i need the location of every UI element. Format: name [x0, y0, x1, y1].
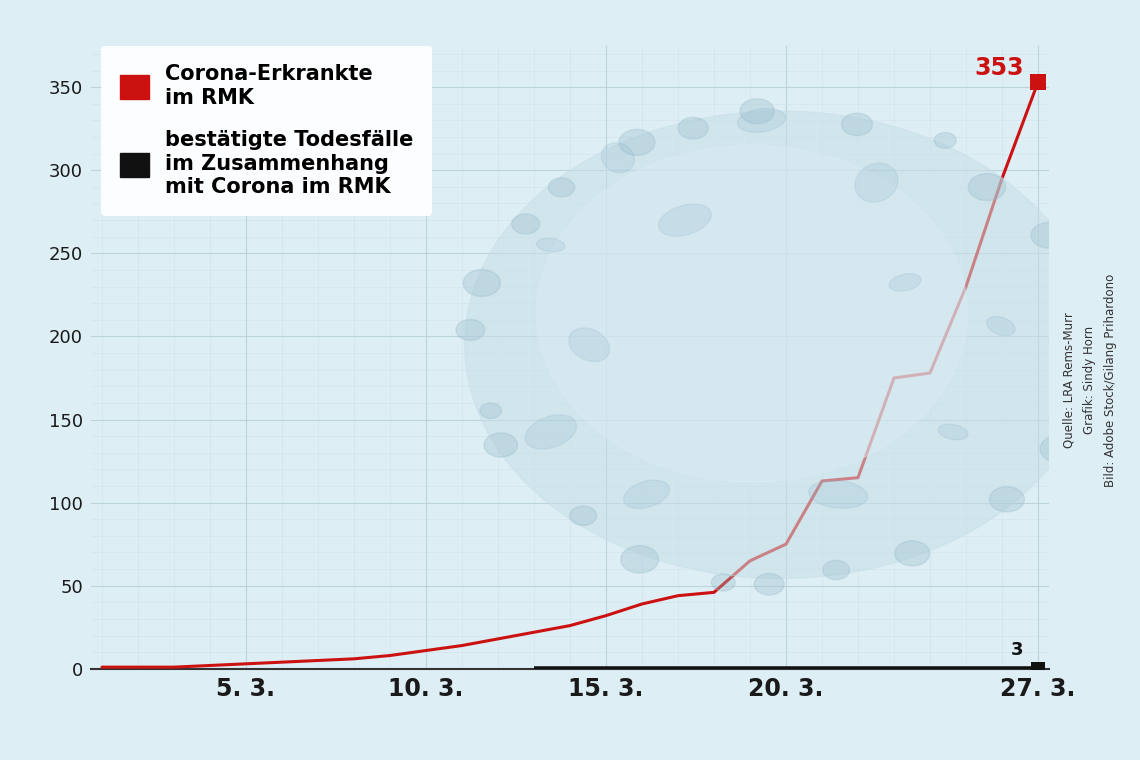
Ellipse shape	[678, 117, 708, 139]
Ellipse shape	[463, 270, 500, 296]
Ellipse shape	[841, 113, 872, 135]
Ellipse shape	[569, 328, 610, 362]
Text: Quelle: LRA Rems-Murr: Quelle: LRA Rems-Murr	[1062, 312, 1076, 448]
Ellipse shape	[987, 316, 1015, 336]
Ellipse shape	[659, 204, 711, 236]
Ellipse shape	[889, 274, 921, 291]
Text: 353: 353	[974, 56, 1024, 81]
Ellipse shape	[740, 99, 774, 124]
Ellipse shape	[1053, 255, 1076, 271]
Ellipse shape	[1040, 435, 1077, 462]
Ellipse shape	[484, 433, 518, 457]
Ellipse shape	[602, 143, 634, 173]
Ellipse shape	[855, 163, 898, 202]
Ellipse shape	[620, 546, 659, 573]
Ellipse shape	[570, 506, 596, 525]
Ellipse shape	[823, 560, 849, 580]
Text: Grafik: Sindy Horn: Grafik: Sindy Horn	[1083, 326, 1097, 434]
Ellipse shape	[624, 480, 669, 508]
Ellipse shape	[480, 403, 502, 419]
Ellipse shape	[1075, 352, 1109, 377]
Ellipse shape	[934, 132, 956, 148]
Text: Bild: Adobe Stock/Gilang Prihardono: Bild: Adobe Stock/Gilang Prihardono	[1104, 274, 1117, 486]
Ellipse shape	[1062, 413, 1092, 435]
Ellipse shape	[738, 109, 785, 132]
Ellipse shape	[990, 486, 1025, 512]
Ellipse shape	[808, 480, 868, 508]
Ellipse shape	[526, 415, 577, 449]
Text: 3: 3	[1011, 641, 1024, 659]
Legend: Corona-Erkrankte
im RMK, bestätigte Todesfälle
im Zusammenhang
mit Corona im RMK: Corona-Erkrankte im RMK, bestätigte Tode…	[100, 46, 432, 216]
Ellipse shape	[537, 238, 565, 252]
Ellipse shape	[619, 129, 656, 155]
Ellipse shape	[456, 319, 484, 340]
Ellipse shape	[1031, 223, 1066, 248]
Ellipse shape	[938, 424, 968, 440]
Ellipse shape	[895, 540, 930, 566]
Ellipse shape	[968, 173, 1005, 201]
Ellipse shape	[755, 574, 784, 595]
Ellipse shape	[512, 214, 539, 234]
Ellipse shape	[711, 574, 735, 591]
Ellipse shape	[537, 145, 968, 482]
Ellipse shape	[548, 178, 575, 197]
Ellipse shape	[465, 111, 1097, 578]
